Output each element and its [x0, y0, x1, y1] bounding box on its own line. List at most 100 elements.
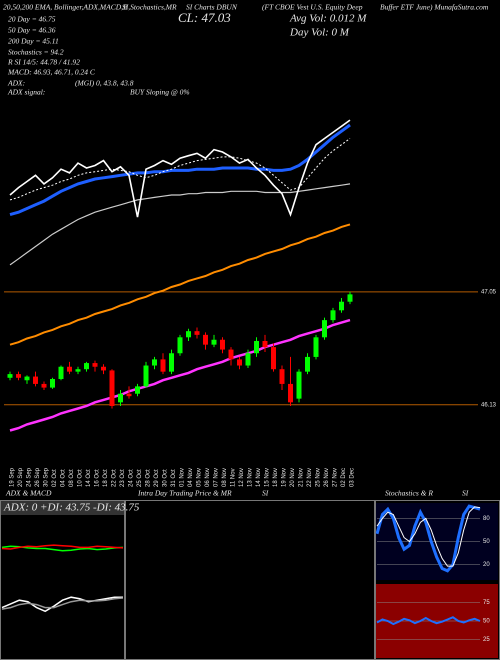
indicator-line: [1, 544, 124, 550]
header-top: (FT CBOE Vest U.S. Equity Deep: [262, 3, 363, 12]
candle-body: [135, 386, 140, 394]
candle-body: [296, 371, 302, 399]
candle-body: [271, 347, 276, 370]
candle-body: [339, 301, 344, 311]
x-tick-label: 05 Nov: [197, 468, 203, 487]
macd-readout: MACD: 46.93, 46.71, 0.24 C: [7, 68, 96, 77]
candle-body: [92, 363, 98, 367]
x-tick-label: 08 Nov: [222, 468, 228, 487]
candle-body: [254, 340, 259, 354]
candle-body: [33, 376, 38, 384]
moving-average-line: [9, 123, 351, 217]
candle-body: [330, 310, 336, 321]
adx-signal-label: ADX signal:: [7, 88, 45, 97]
x-tick-label: 06 Nov: [205, 468, 211, 487]
x-tick-label: 31 Oct: [171, 469, 177, 487]
moving-average-line: [9, 138, 351, 201]
x-tick-label: 29 Oct: [154, 469, 160, 487]
candle-body: [50, 379, 55, 388]
x-tick-label: 23 Oct: [120, 469, 126, 487]
x-tick-label: 11 Nov: [231, 468, 237, 487]
candle-body: [24, 376, 30, 381]
close-price: CL: 47.03: [178, 10, 231, 25]
candle-body: [279, 369, 285, 384]
candle-body: [7, 374, 13, 378]
stoch-readout: Stochastics = 94.2: [8, 48, 64, 57]
indicator-line: [1, 596, 123, 613]
candle-body: [262, 340, 268, 348]
candle-body: [126, 393, 132, 397]
header-top: SI Charts DBUN: [186, 3, 238, 12]
x-tick-label: 07 Nov: [214, 468, 220, 487]
candle-body: [220, 339, 225, 350]
moving-average-line: [9, 223, 351, 346]
x-tick-label: 24 Oct: [129, 469, 135, 487]
candle-body: [177, 337, 183, 354]
x-tick-label: 08 Oct: [69, 469, 75, 487]
ma-readout: 200 Day = 45.11: [8, 37, 59, 46]
panel-title: SI: [262, 489, 269, 498]
candle-body: [203, 334, 208, 345]
candle-body: [41, 383, 47, 388]
y-tick-label: 47.05: [481, 289, 497, 295]
candle-body: [101, 366, 106, 371]
indicator-line: [1, 597, 124, 610]
y-tick-label: 20: [483, 562, 490, 568]
moving-average-line: [9, 119, 351, 218]
x-tick-label: 02 Oct: [52, 469, 58, 487]
x-tick-label: 26 Sep: [35, 467, 41, 487]
candle-body: [160, 359, 166, 372]
header-top: Buffer ETF June) MunafaSutra.com: [380, 3, 489, 12]
x-tick-label: 13 Nov: [248, 468, 254, 487]
candle-body: [118, 393, 123, 403]
x-tick-label: 16 Oct: [95, 469, 101, 487]
x-tick-label: 14 Oct: [86, 469, 92, 487]
x-tick-label: 25 Nov: [316, 468, 322, 487]
adx-panel-readout: ADX: 0 +DI: 43.75 -DI: 43.75: [3, 502, 140, 514]
candle-body: [67, 366, 72, 372]
x-tick-label: 20 Sep: [18, 467, 24, 487]
x-tick-label: 03 Dec: [350, 468, 356, 487]
y-tick-label: 46.13: [481, 402, 497, 408]
x-tick-label: 19 Nov: [282, 468, 288, 487]
ma-readout: 20 Day = 46.75: [8, 15, 56, 24]
x-tick-label: 28 Oct: [146, 469, 152, 487]
candle-body: [152, 359, 157, 366]
x-tick-label: 22 Oct: [112, 469, 118, 487]
candle-body: [143, 365, 149, 387]
candle-body: [347, 294, 353, 302]
y-tick-label: 25: [483, 637, 490, 643]
moving-average-line: [9, 183, 351, 266]
ma-readout: 50 Day = 46.36: [8, 26, 56, 35]
candle-body: [58, 366, 64, 380]
candle-body: [84, 363, 89, 370]
candle-body: [75, 369, 81, 372]
panel-frame: [0, 500, 125, 660]
panel-frame: [125, 500, 375, 660]
x-tick-label: 21 Nov: [299, 468, 305, 487]
panel-title: Intra Day Trading Price & MR: [137, 489, 232, 498]
adx-signal-value: BUY Sloping @ 0%: [130, 88, 190, 97]
moving-average-line: [9, 318, 351, 432]
y-tick-label: 50: [483, 539, 490, 545]
x-tick-label: 02 Dec: [341, 468, 347, 487]
x-tick-label: 27 Nov: [333, 468, 339, 487]
candle-body: [186, 331, 191, 338]
x-tick-label: 25 Oct: [137, 469, 143, 487]
x-tick-label: 30 Oct: [163, 469, 169, 487]
indicator-line: [375, 504, 481, 573]
avg-volume: Avg Vol: 0.012 M: [289, 13, 367, 25]
x-tick-label: 22 Nov: [307, 468, 313, 487]
readout-box: [1, 501, 124, 515]
indicator-line: [376, 506, 481, 567]
x-tick-label: 20 Nov: [290, 468, 296, 487]
candle-body: [194, 331, 200, 335]
panel-title: ADX & MACD: [5, 489, 52, 498]
y-tick-label: 50: [483, 619, 490, 625]
header-top: SI,Stochastics,MR: [122, 3, 177, 12]
panel-title: Stochastics & R: [385, 489, 433, 498]
candle-body: [16, 374, 21, 378]
x-tick-label: 18 Nov: [273, 468, 279, 487]
x-tick-label: 26 Nov: [324, 468, 330, 487]
